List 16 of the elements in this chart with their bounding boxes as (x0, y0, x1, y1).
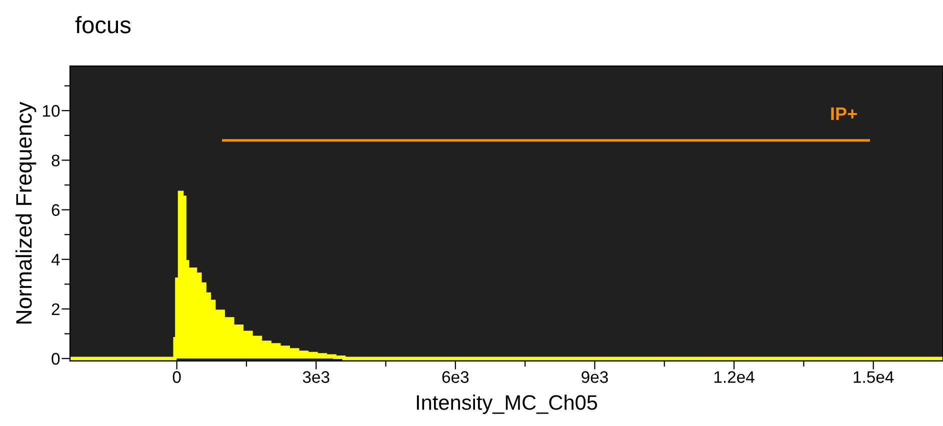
y-tick-label: 6 (52, 204, 60, 216)
y-tick-label: 10 (43, 105, 60, 117)
x-tick-label: 1.2e4 (714, 371, 754, 383)
x-tick-label: 3e3 (302, 371, 330, 383)
x-tick-label: 9e3 (582, 371, 608, 383)
x-tick-label: 6e3 (442, 371, 469, 383)
y-tick-label: 4 (51, 254, 60, 266)
y-tick-label: 2 (52, 303, 60, 315)
x-tick-label: 0 (172, 371, 181, 383)
series-label: IP+ (831, 108, 857, 120)
chart-title: focus (75, 16, 131, 34)
x-tick-label: 1.5e4 (854, 371, 894, 383)
y-tick-label: 0 (52, 352, 60, 365)
x-axis-title: Intensity_MC_Ch05 (416, 394, 598, 414)
y-axis-title: Normalized Frequency (15, 102, 36, 324)
y-tick-label: 8 (52, 154, 60, 166)
